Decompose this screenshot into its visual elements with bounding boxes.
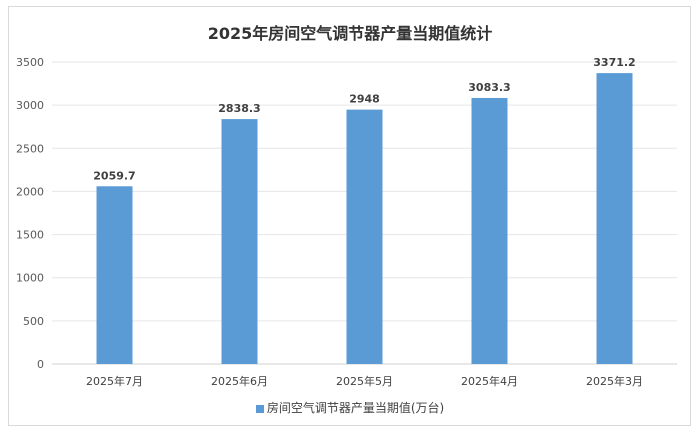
data-label: 2059.7 xyxy=(93,169,135,182)
data-label: 2948 xyxy=(349,93,380,106)
bar xyxy=(596,73,633,365)
y-tick-label: 1500 xyxy=(16,229,44,242)
y-tick-label: 3000 xyxy=(16,99,44,112)
x-tick-label: 2025年6月 xyxy=(211,374,268,388)
y-tick-label: 2500 xyxy=(16,142,44,155)
bar xyxy=(471,97,508,364)
chart-title: 2025年房间空气调节器产量当期值统计 xyxy=(207,24,493,43)
y-tick-label: 1000 xyxy=(16,272,44,285)
x-tick-label: 2025年5月 xyxy=(336,374,393,388)
legend-label: 房间空气调节器产量当期值(万台) xyxy=(266,401,445,415)
x-tick-label: 2025年4月 xyxy=(461,374,518,388)
y-tick-label: 2000 xyxy=(16,185,44,198)
x-tick-label: 2025年3月 xyxy=(586,374,643,388)
x-tick-label: 2025年7月 xyxy=(86,374,143,388)
data-label: 2838.3 xyxy=(218,102,260,115)
legend-swatch xyxy=(255,404,264,413)
y-tick-label: 3500 xyxy=(16,56,44,69)
bar xyxy=(346,109,383,364)
y-tick-label: 0 xyxy=(37,358,44,371)
bar xyxy=(96,186,133,364)
chart-frame xyxy=(8,6,691,426)
data-label: 3371.2 xyxy=(593,56,635,69)
legend: 房间空气调节器产量当期值(万台) xyxy=(0,399,700,416)
y-tick-label: 500 xyxy=(23,315,44,328)
data-label: 3083.3 xyxy=(468,81,510,94)
bar xyxy=(221,119,258,364)
